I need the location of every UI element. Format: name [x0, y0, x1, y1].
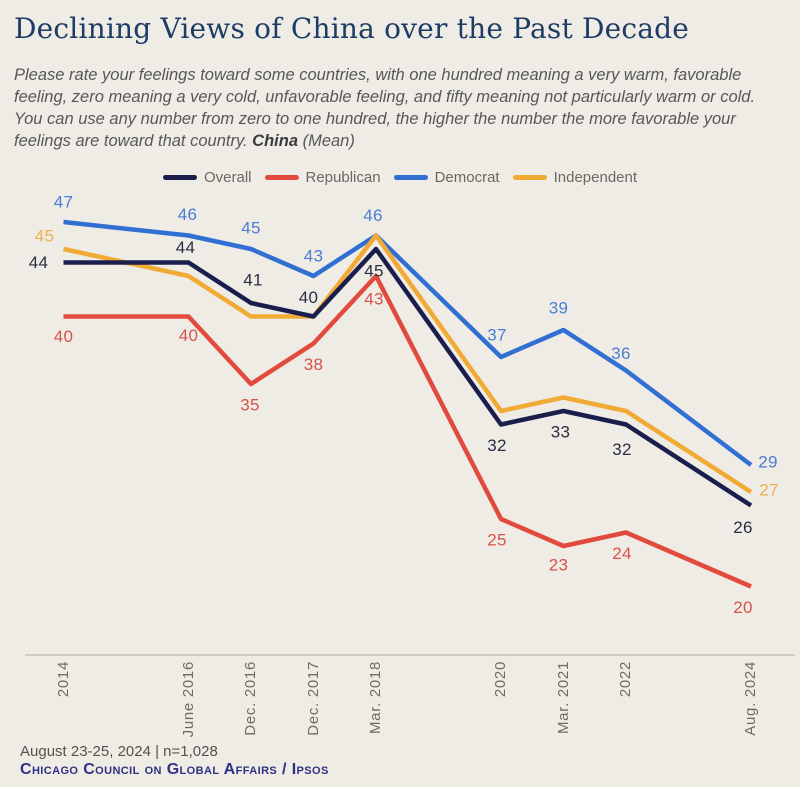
x-tick-label: Aug. 2024	[742, 661, 759, 736]
legend-swatch-overall	[162, 175, 197, 180]
legend-swatch-republican	[264, 175, 299, 180]
data-label-democrat-7: 36	[611, 344, 631, 363]
china-favorability-line-chart: 44 44 41 40 45 32 33 32 26 40 40 35 38 43 25 23 24 20 47 46…	[25, 193, 795, 656]
data-label-overall-7: 32	[612, 440, 632, 459]
data-label-republican-0: 40	[54, 327, 74, 346]
data-label-overall-4: 45	[364, 262, 384, 281]
data-label-democrat-4: 46	[363, 206, 383, 225]
x-tick-label: Dec. 2017	[304, 661, 322, 736]
data-label-independent-0: 45	[35, 227, 55, 246]
page-title: Declining Views of China over the Past D…	[14, 12, 690, 45]
data-label-overall-8: 26	[733, 518, 753, 537]
legend-label: Independent	[553, 169, 638, 186]
x-tick-label: 2022	[617, 661, 634, 698]
x-tick-label: 2020	[492, 661, 509, 698]
x-tick-label: Mar. 2021	[554, 661, 572, 735]
data-label-overall-5: 32	[487, 436, 507, 455]
x-tick-label: 2014	[54, 661, 72, 698]
x-tick-label: Dec. 2016	[242, 661, 259, 736]
legend-item-republican: Republican	[264, 169, 381, 186]
data-label-republican-8: 20	[733, 598, 753, 617]
data-label-overall-0: 44	[29, 253, 49, 272]
data-label-democrat-8: 29	[758, 453, 778, 472]
legend-item-overall: Overall	[162, 169, 252, 186]
data-label-republican-5: 25	[487, 531, 507, 550]
survey-question-stat-type: (Mean)	[298, 132, 355, 150]
legend-swatch-democrat	[393, 175, 428, 180]
data-label-independent-8: 27	[759, 481, 779, 500]
legend-item-democrat: Democrat	[393, 169, 500, 186]
legend-label: Overall	[203, 169, 252, 186]
data-label-republican-1: 40	[179, 326, 199, 345]
survey-question: Please rate your feelings toward some co…	[14, 64, 778, 152]
series-line-democrat	[63, 219, 753, 467]
series-line-republican	[63, 273, 752, 589]
data-label-republican-2: 35	[240, 396, 260, 415]
x-tick-label: June 2016	[179, 661, 197, 738]
x-tick-label: Mar. 2018	[367, 661, 384, 735]
chart-legend: Overall Republican Democrat Independent	[0, 169, 800, 186]
data-label-overall-6: 33	[551, 423, 571, 442]
data-label-republican-3: 38	[304, 355, 324, 374]
data-label-democrat-2: 45	[241, 219, 261, 238]
legend-label: Democrat	[434, 169, 500, 186]
data-label-republican-6: 23	[549, 556, 569, 575]
legend-label: Republican	[305, 169, 381, 186]
data-label-republican-7: 24	[612, 544, 632, 563]
data-label-republican-4: 43	[364, 290, 384, 309]
source-attribution: Chicago Council on Global Affairs / Ipso…	[20, 761, 329, 778]
legend-swatch-independent	[512, 175, 547, 180]
data-label-overall-2: 41	[243, 271, 263, 290]
data-label-democrat-0: 47	[54, 193, 74, 212]
data-label-overall-1: 44	[176, 238, 196, 257]
data-label-democrat-1: 46	[178, 205, 198, 224]
series-line-independent	[63, 233, 753, 494]
survey-question-text: Please rate your feelings toward some co…	[14, 66, 756, 150]
data-label-democrat-5: 37	[487, 326, 507, 345]
data-label-democrat-3: 43	[304, 247, 324, 266]
data-label-overall-3: 40	[299, 288, 319, 307]
survey-question-country: China	[252, 132, 298, 150]
survey-date-note: August 23-25, 2024 | n=1,028	[20, 743, 218, 760]
series-line-overall	[63, 246, 753, 508]
legend-item-independent: Independent	[512, 169, 638, 186]
data-label-democrat-6: 39	[549, 299, 569, 318]
